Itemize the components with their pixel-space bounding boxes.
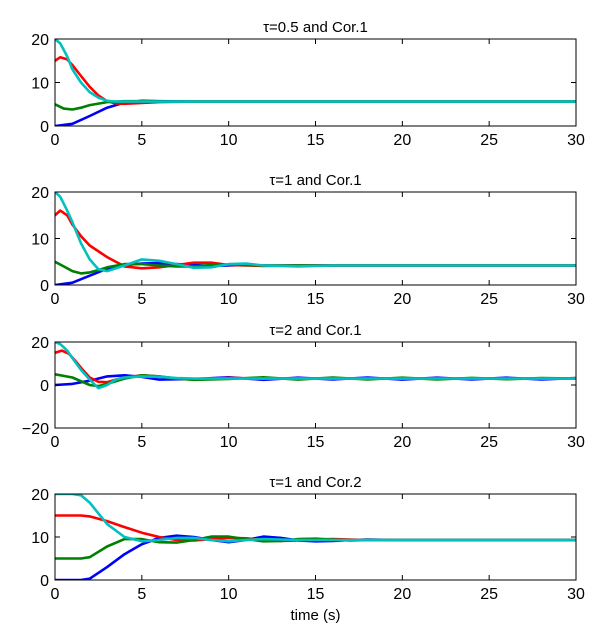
series-line-4 <box>55 39 576 103</box>
plot-frame <box>54 38 577 127</box>
x-tick-label: 0 <box>51 434 60 451</box>
series-group <box>55 192 576 285</box>
x-tick-label: 20 <box>393 132 411 149</box>
x-tick-label: 10 <box>220 291 238 308</box>
series-line-2 <box>55 514 576 543</box>
series-line-2 <box>55 209 576 270</box>
series-group <box>55 494 576 580</box>
chart-title: τ=1 and Cor.2 <box>269 474 361 491</box>
x-tick-label: 30 <box>567 434 585 451</box>
chart-panel-2: 0 5 10 15 20 25 30 0 10 20 τ=1 and Cor.1 <box>31 172 585 308</box>
series-group <box>55 39 576 126</box>
x-tick-label: 20 <box>393 291 411 308</box>
chart-panel-1: 0 5 10 15 20 25 30 0 10 20 τ=0.5 and Cor.1 <box>31 19 585 149</box>
x-tick-label: 30 <box>567 586 585 603</box>
series-group <box>55 342 576 390</box>
plot-frame <box>54 493 577 581</box>
y-tick-label: 0 <box>40 573 49 590</box>
x-tick-label: 5 <box>137 132 146 149</box>
x-tick-label: 25 <box>480 291 498 308</box>
x-tick-label: 10 <box>220 132 238 149</box>
x-tick-label: 0 <box>51 132 60 149</box>
x-tick-label: 15 <box>307 291 325 308</box>
y-tick-label: 0 <box>40 378 49 395</box>
x-tick-label: 25 <box>480 586 498 603</box>
x-tick-label: 25 <box>480 132 498 149</box>
y-tick-label: 20 <box>31 335 49 352</box>
x-tick-label: 15 <box>307 586 325 603</box>
plot-frame <box>54 341 577 429</box>
x-tick-label: 5 <box>137 434 146 451</box>
y-tick-label: 20 <box>31 32 49 49</box>
x-tick-label: 15 <box>307 434 325 451</box>
x-axis-label: time (s) <box>291 607 341 624</box>
x-tick-label: 20 <box>393 586 411 603</box>
x-tick-label: 0 <box>51 291 60 308</box>
x-tick-label: 30 <box>567 132 585 149</box>
y-tick-label: 10 <box>31 232 49 249</box>
series-line-4 <box>55 192 576 273</box>
x-tick-label: 10 <box>220 434 238 451</box>
x-tick-label: 15 <box>307 132 325 149</box>
series-line-2 <box>55 55 576 106</box>
x-tick-label: 0 <box>51 586 60 603</box>
chart-panel-4: 0 5 10 15 20 25 30 0 10 20 τ=1 and Cor.2 time (s) <box>31 474 585 624</box>
x-tick-label: 10 <box>220 586 238 603</box>
y-tick-label: 0 <box>40 278 49 295</box>
series-line-4 <box>55 342 576 390</box>
x-tick-label: 5 <box>137 291 146 308</box>
y-tick-label: 20 <box>31 487 49 504</box>
plot-frame <box>54 191 577 286</box>
x-tick-label: 25 <box>480 434 498 451</box>
series-line-1 <box>55 534 576 580</box>
y-tick-label: 0 <box>40 119 49 136</box>
y-tick-label: 10 <box>31 76 49 93</box>
y-tick-label: 20 <box>31 185 49 202</box>
chart-title: τ=0.5 and Cor.1 <box>263 19 368 36</box>
y-tick-label: −20 <box>22 421 49 438</box>
chart-title: τ=2 and Cor.1 <box>269 322 361 339</box>
series-line-4 <box>55 494 576 543</box>
x-tick-label: 30 <box>567 291 585 308</box>
x-tick-label: 20 <box>393 434 411 451</box>
chart-title: τ=1 and Cor.1 <box>269 172 361 189</box>
y-tick-label: 10 <box>31 530 49 547</box>
x-tick-label: 5 <box>137 586 146 603</box>
